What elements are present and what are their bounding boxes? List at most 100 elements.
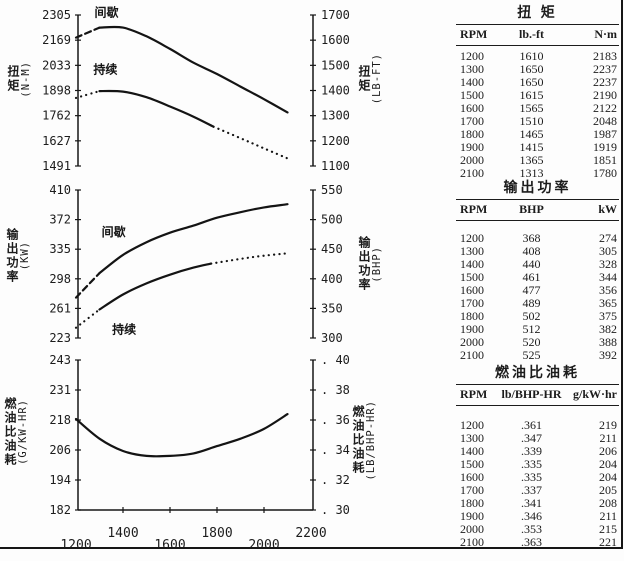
table-cell: 1700: [460, 296, 484, 310]
table-cell: 408: [522, 244, 541, 258]
power-intermittent-curve: [98, 203, 289, 275]
axis-title-text: 输出功率: [5, 228, 19, 284]
fuel-left-tick-label: 206: [49, 443, 71, 457]
power-right-tick-label: 500: [321, 213, 343, 227]
power-intermittent-curve: [74, 272, 101, 299]
table-row: 1200 1610 2183: [460, 50, 617, 63]
table-row: 2000 1365 1851: [460, 154, 617, 167]
table-cell: .353: [521, 522, 542, 536]
fuel-left-tick-label: 194: [49, 473, 71, 487]
table-cell: 1400: [460, 444, 484, 458]
rpm-tick-label: 2200: [295, 526, 326, 541]
table-row: 1500 .335 204: [460, 458, 617, 471]
table-cell: 1900: [460, 322, 484, 336]
table-header-row: RPM lb/BHP-HR g/kW·hr: [456, 385, 619, 403]
fuel-right-tick-label: . 38: [321, 383, 350, 397]
table-body: 1200 368 274 1300 408 305 1400 440 328 1500 461 344…: [456, 221, 619, 362]
table-cell: 1313: [519, 166, 544, 180]
table-cell: 388: [599, 335, 617, 349]
table-cell: 219: [599, 418, 617, 432]
table-cell: .335: [521, 457, 542, 471]
fuel-left-tick-label: 243: [49, 353, 71, 367]
table-row: 1600 477 356: [460, 284, 617, 297]
power-right-tick-label: 350: [321, 301, 343, 315]
table-row: 1900 512 382: [460, 323, 617, 336]
table-body: 1200 1610 2183 1300 1650 2237 1400 1650 2237 1500…: [456, 46, 619, 180]
table-row: 1900 .346 211: [460, 510, 617, 523]
table-cell: 208: [599, 496, 617, 510]
fuel-left-tick-label: 182: [49, 503, 71, 517]
torque-right-tick-label: 1200: [321, 134, 350, 148]
table-cell: 1565: [519, 101, 544, 115]
torque-right-tick-label: 1300: [321, 109, 350, 123]
table-row: 1300 .347 211: [460, 432, 617, 445]
table-cell: 1900: [460, 140, 484, 154]
axis-unit-text: (KW): [19, 241, 31, 271]
table-cell: 1300: [460, 431, 484, 445]
divider: [456, 199, 619, 200]
tables-column: 扭 矩 RPM lb.-ft N·m 1200 1610 2183 1300 1650 223…: [456, 0, 622, 561]
axis-title-text: 燃油比油耗: [3, 397, 17, 467]
torque-left-tick-label: 1627: [42, 134, 71, 148]
table-cell: 461: [522, 270, 541, 284]
table-cell: 2000: [460, 335, 484, 349]
table-cell: 1780: [593, 166, 617, 180]
table-cell: 1650: [519, 62, 544, 76]
power-curve-annotation: 间歇: [102, 224, 126, 239]
table-cell: 392: [599, 348, 617, 362]
table-cell: .335: [521, 470, 542, 484]
fuel-right-tick-label: . 40: [321, 353, 350, 367]
table-cell: 205: [599, 483, 617, 497]
table-row: 1600 .335 204: [460, 471, 617, 484]
torque-intermittent-curve: [98, 25, 289, 114]
table-cell: 1200: [460, 418, 484, 432]
torque-continuous-curve: [98, 89, 215, 128]
divider: [456, 220, 619, 221]
fuel-left-tick-label: 218: [49, 413, 71, 427]
fuel-fuel-consumption-curve: [74, 413, 289, 458]
table-cell: 328: [599, 257, 617, 271]
table-cell: 2122: [593, 101, 617, 115]
table-row: 1200 .361 219: [460, 419, 617, 432]
axis-unit-text: (N-M): [20, 60, 32, 98]
power-left-tick-label: 223: [49, 331, 71, 345]
table-cell: .346: [521, 509, 542, 523]
table-title: 扭 矩: [517, 6, 558, 21]
charts-svg: 2305 2169 2033 1898 1762 1627 1491 1700 1600 1500…: [42, 5, 350, 553]
fuel-left-axis-title: 燃油比油耗 (G/KW-HR): [3, 382, 29, 482]
table-cell: 1700: [460, 483, 484, 497]
axis-unit-text: (G/KW-HR): [17, 399, 29, 465]
axis-title-text: 扭矩: [357, 65, 371, 93]
table-cell: .363: [521, 535, 542, 549]
rpm-tick-label: 1200: [60, 538, 91, 553]
table-cell: 211: [599, 509, 617, 523]
axis-title-text: 燃油比油耗: [351, 405, 365, 475]
table-row: 1500 461 344: [460, 271, 617, 284]
table-cell: 2100: [460, 166, 484, 180]
torque-curve-annotation: 间歇: [95, 5, 119, 20]
table-cell: 1400: [460, 257, 484, 271]
table-cell: 1300: [460, 244, 484, 258]
rpm-tick-label: 1400: [107, 526, 138, 541]
table-cell: 1800: [460, 309, 484, 323]
fuel-right-axis-title: 燃油比油耗 (LB/BHP-HR): [351, 386, 377, 494]
table-cell: 1500: [460, 88, 484, 102]
torque-right-tick-label: 1100: [321, 159, 350, 173]
table-cell: 1400: [460, 75, 484, 89]
column-header: g/kW·hr: [572, 387, 617, 401]
table-row: 2100 .363 221: [460, 536, 617, 549]
table-cell: 2190: [593, 88, 617, 102]
table-cell: 1465: [519, 127, 544, 141]
rpm-tick-label: 2000: [248, 538, 279, 553]
power-right-tick-label: 550: [321, 183, 343, 197]
power-continuous-curve: [98, 262, 213, 311]
table-cell: 211: [599, 431, 617, 445]
table-cell: 1365: [519, 153, 544, 167]
table-row: 2100 1313 1780: [460, 167, 617, 180]
table-cell: 520: [522, 335, 541, 349]
power-left-tick-label: 261: [49, 301, 71, 315]
table-cell: 305: [599, 244, 617, 258]
power-left-axis-title: 输出功率 (KW): [5, 208, 31, 304]
torque-left-tick-label: 2305: [42, 8, 71, 22]
torque-intermittent-curve: [74, 26, 101, 39]
